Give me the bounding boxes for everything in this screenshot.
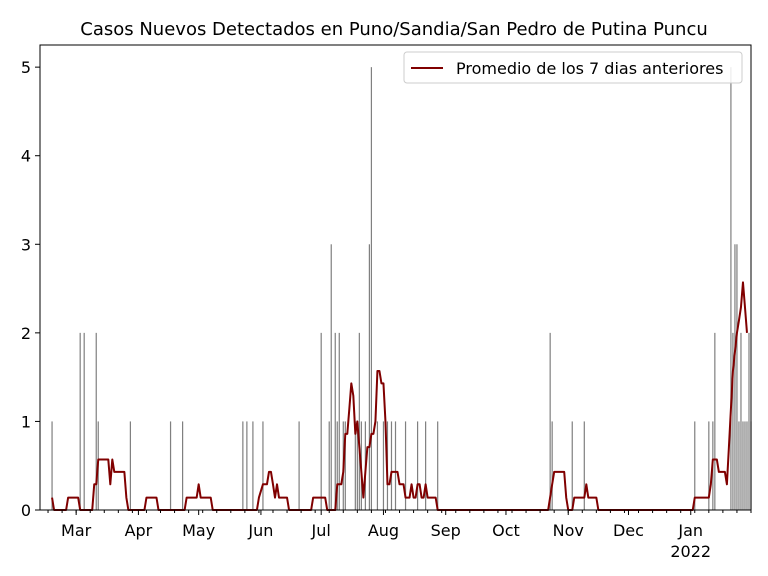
x-tick-label: Apr	[125, 521, 153, 540]
x-tick-label: Mar	[61, 521, 92, 540]
bar	[320, 332, 322, 510]
bar	[708, 421, 710, 510]
bar	[334, 332, 336, 510]
x-tick-label: Jul	[311, 521, 331, 540]
bar	[252, 421, 254, 510]
bar	[370, 67, 373, 510]
bar	[242, 421, 244, 510]
y-tick-label: 4	[21, 147, 31, 166]
bar	[262, 421, 264, 510]
bar	[354, 421, 356, 510]
bar	[79, 332, 81, 510]
bar	[298, 421, 300, 510]
bar	[344, 421, 346, 510]
bar	[95, 332, 97, 510]
bar	[169, 421, 172, 510]
chart-title: Casos Nuevos Detectados en Puno/Sandia/S…	[80, 19, 708, 40]
y-tick-label: 5	[21, 58, 31, 77]
y-axis: 0 1 2 3 4 5	[21, 58, 40, 520]
bar	[182, 421, 184, 510]
bar	[730, 67, 732, 510]
bar	[368, 244, 370, 511]
bar	[742, 421, 744, 510]
bar	[394, 421, 397, 510]
bar	[328, 421, 330, 510]
bar	[425, 421, 427, 510]
bar	[740, 332, 742, 510]
bar	[83, 332, 85, 510]
bar	[734, 244, 736, 511]
bar	[51, 421, 53, 510]
x-tick-label: May	[182, 521, 215, 540]
line-series	[51, 281, 748, 511]
bar	[330, 244, 332, 511]
x-tick-label: Dec	[613, 521, 644, 540]
bar	[358, 332, 360, 510]
bar	[746, 421, 748, 510]
bar	[338, 332, 340, 510]
bar	[694, 421, 696, 510]
bar	[336, 421, 338, 510]
x-tick-year-label: 2022	[670, 542, 711, 561]
bar-series	[51, 67, 752, 511]
bar	[129, 421, 131, 510]
bar	[744, 421, 746, 510]
bar	[404, 421, 407, 510]
bar	[736, 244, 738, 511]
bar	[416, 421, 419, 510]
bar	[382, 421, 385, 510]
bar	[437, 421, 439, 510]
x-tick-label: Aug	[368, 521, 399, 540]
moving-average-line	[51, 281, 748, 511]
y-tick-label: 3	[21, 235, 31, 254]
x-tick-label: Jun	[247, 521, 273, 540]
bar	[246, 421, 248, 510]
bar	[549, 332, 551, 510]
x-tick-label: Jan	[677, 521, 703, 540]
bar	[356, 421, 358, 510]
bar	[376, 421, 379, 510]
y-tick-label: 1	[21, 412, 31, 431]
x-tick-label: Nov	[553, 521, 584, 540]
bar	[748, 332, 750, 510]
bar	[714, 332, 716, 510]
plot-frame	[39, 44, 752, 511]
legend-box	[403, 51, 743, 84]
x-tick-label: Oct	[492, 521, 520, 540]
y-tick-label: 0	[21, 501, 31, 520]
bar	[551, 421, 553, 510]
legend: Promedio de los 7 dias anteriores	[403, 51, 743, 84]
bar	[571, 421, 573, 510]
bar	[390, 421, 393, 510]
legend-label: Promedio de los 7 dias anteriores	[456, 59, 723, 78]
bar	[583, 421, 585, 510]
bar	[732, 332, 734, 510]
bar	[738, 421, 740, 510]
x-tick-label: Sep	[431, 521, 461, 540]
y-tick-label: 2	[21, 324, 31, 343]
x-axis: Mar Apr May Jun Jul Aug Sep Oct Nov Dec Jan 2022	[47, 510, 752, 561]
